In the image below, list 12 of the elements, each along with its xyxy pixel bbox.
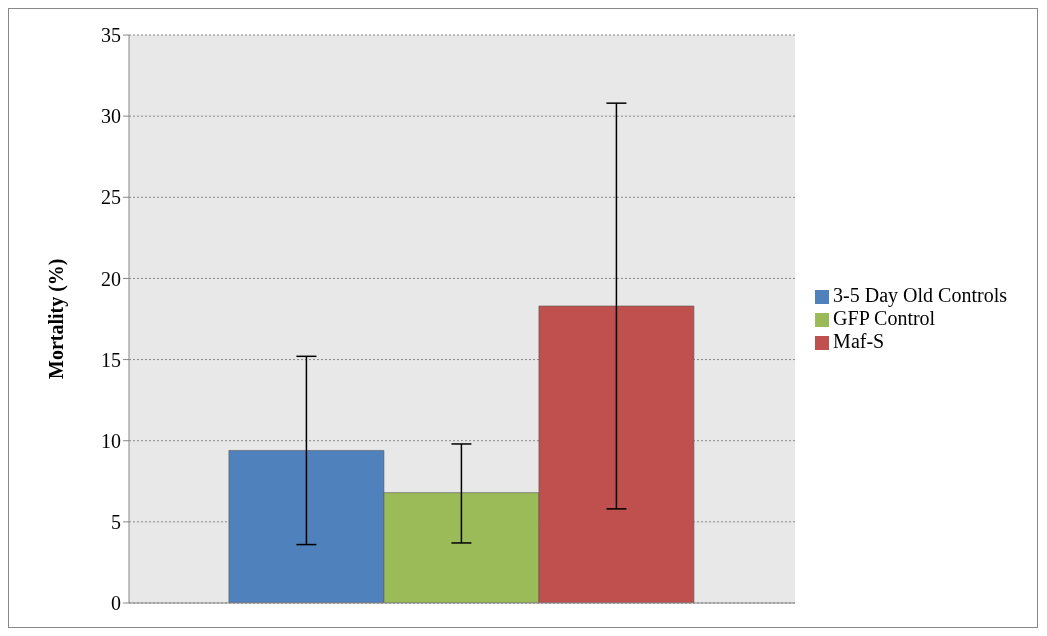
y-tick-label: 35 — [101, 24, 121, 47]
y-tick-label: 5 — [111, 510, 121, 533]
legend-label: 3-5 Day Old Controls — [833, 283, 1007, 306]
y-tick-label: 25 — [101, 186, 121, 209]
y-axis-title: Mortality (%) — [45, 258, 69, 379]
legend-label: GFP Control — [833, 306, 936, 329]
y-tick-label: 10 — [101, 429, 121, 452]
y-tick-label: 0 — [111, 592, 121, 615]
y-tick-label: 15 — [101, 348, 121, 371]
y-tick-label: 30 — [101, 105, 121, 128]
y-tick-label: 20 — [101, 267, 121, 290]
legend-label: Maf-S — [833, 329, 885, 352]
